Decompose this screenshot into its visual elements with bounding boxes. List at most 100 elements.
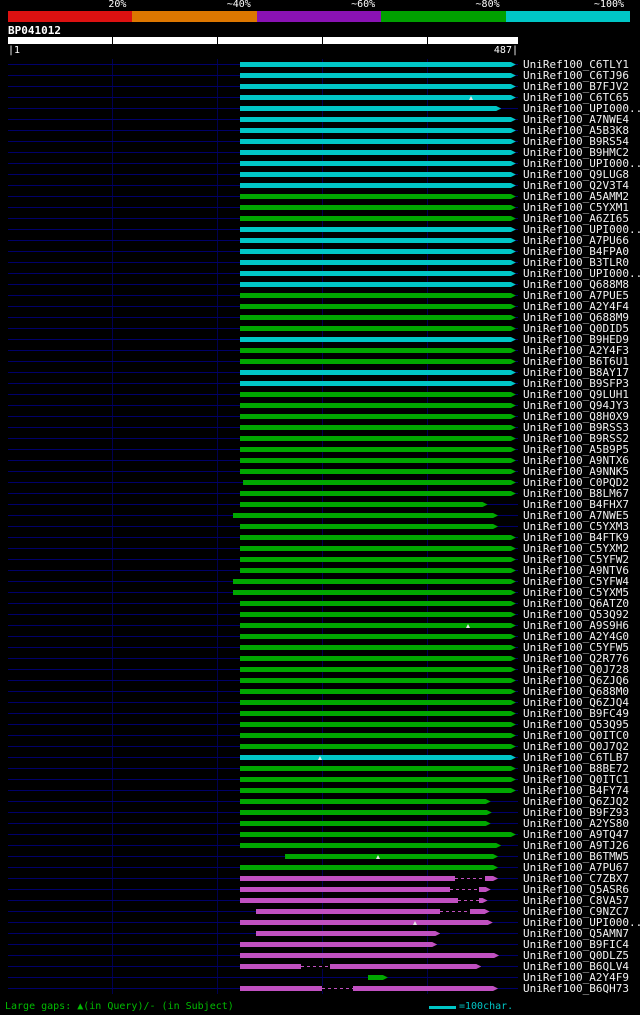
hit-label[interactable]: UniRef100_C0PQD2 xyxy=(523,476,629,489)
hit-label[interactable]: UniRef100_C6TJ96 xyxy=(523,69,629,82)
hsp-bar[interactable] xyxy=(240,304,516,309)
hsp-bar[interactable] xyxy=(256,931,441,936)
hit-label[interactable]: UniRef100_A9NTV6 xyxy=(523,564,629,577)
hit-label[interactable]: UniRef100_B6QH73 xyxy=(523,982,629,995)
hsp-bar[interactable] xyxy=(240,942,437,947)
hit-label[interactable]: UniRef100_A5B3K8 xyxy=(523,124,629,137)
hsp-bar[interactable] xyxy=(285,854,498,859)
hsp-bar[interactable] xyxy=(240,106,501,111)
hit-label[interactable]: UniRef100_B9HED9 xyxy=(523,333,629,346)
hit-label[interactable]: UniRef100_Q2R776 xyxy=(523,652,629,665)
hit-label[interactable]: UniRef100_C5YFW2 xyxy=(523,553,629,566)
hsp-bar[interactable] xyxy=(240,799,491,804)
hsp-bar[interactable] xyxy=(240,469,516,474)
hsp-bar[interactable] xyxy=(256,909,490,914)
hsp-bar[interactable] xyxy=(240,722,516,727)
hsp-bar[interactable] xyxy=(240,315,516,320)
hit-label[interactable]: UniRef100_A5AMM2 xyxy=(523,190,629,203)
hsp-bar[interactable] xyxy=(240,293,516,298)
hsp-bar[interactable] xyxy=(240,689,516,694)
hsp-bar[interactable] xyxy=(240,557,516,562)
hit-label[interactable]: UniRef100_B9SFP3 xyxy=(523,377,629,390)
hit-label[interactable]: UniRef100_B9RS54 xyxy=(523,135,629,148)
hsp-bar[interactable] xyxy=(240,425,516,430)
hsp-bar[interactable] xyxy=(240,348,516,353)
hit-label[interactable]: UniRef100_Q6ZJQ2 xyxy=(523,795,629,808)
hit-label[interactable]: UniRef100_Q0J7Q2 xyxy=(523,740,629,753)
hit-label[interactable]: UniRef100_B4FHX7 xyxy=(523,498,629,511)
hit-label[interactable]: UniRef100_A9TJ26 xyxy=(523,839,629,852)
hsp-bar[interactable] xyxy=(240,535,516,540)
hsp-bar[interactable] xyxy=(240,150,516,155)
hsp-bar[interactable] xyxy=(240,601,516,606)
hsp-bar[interactable] xyxy=(240,612,516,617)
hsp-bar[interactable] xyxy=(240,249,516,254)
hsp-bar[interactable] xyxy=(240,667,516,672)
hit-label[interactable]: UniRef100_C5YXM1 xyxy=(523,201,629,214)
hit-label[interactable]: UniRef100_B4FY74 xyxy=(523,784,629,797)
hit-label[interactable]: UniRef100_Q9LUH1 xyxy=(523,388,629,401)
hsp-bar[interactable] xyxy=(240,832,516,837)
hsp-bar[interactable] xyxy=(240,953,499,958)
hsp-bar[interactable] xyxy=(240,821,491,826)
hsp-bar[interactable] xyxy=(240,227,516,232)
hsp-bar[interactable] xyxy=(240,733,516,738)
hit-label[interactable]: UniRef100_A9S9H6 xyxy=(523,619,629,632)
hsp-bar[interactable] xyxy=(240,524,498,529)
hsp-bar[interactable] xyxy=(240,623,516,628)
hsp-bar[interactable] xyxy=(240,656,516,661)
hsp-bar[interactable] xyxy=(240,645,516,650)
hit-label[interactable]: UniRef100_C5YXM5 xyxy=(523,586,629,599)
hsp-bar[interactable] xyxy=(240,634,516,639)
hsp-bar[interactable] xyxy=(240,326,516,331)
hsp-bar[interactable] xyxy=(240,546,516,551)
hsp-bar[interactable] xyxy=(240,678,516,683)
hit-label[interactable]: UniRef100_Q6ZJQ4 xyxy=(523,696,629,709)
hsp-bar[interactable] xyxy=(240,95,516,100)
hit-label[interactable]: UniRef100_B9RSS3 xyxy=(523,421,629,434)
hsp-bar[interactable] xyxy=(240,117,516,122)
hit-label[interactable]: UniRef100_B8LM67 xyxy=(523,487,629,500)
hit-label[interactable]: UniRef100_B9FZ93 xyxy=(523,806,629,819)
hsp-bar[interactable] xyxy=(240,491,516,496)
hit-label[interactable]: UniRef100_A7PUE5 xyxy=(523,289,629,302)
hsp-bar[interactable] xyxy=(240,700,516,705)
hsp-bar[interactable] xyxy=(240,766,516,771)
hit-label[interactable]: UniRef100_A2Y4F9 xyxy=(523,971,629,984)
hsp-bar[interactable] xyxy=(240,436,516,441)
hit-label[interactable]: UniRef100_A7PU67 xyxy=(523,861,629,874)
hsp-bar[interactable] xyxy=(240,986,498,991)
hit-label[interactable]: UniRef100_C5YXM3 xyxy=(523,520,629,533)
hsp-bar[interactable] xyxy=(240,282,516,287)
hsp-bar[interactable] xyxy=(240,205,516,210)
hsp-bar[interactable] xyxy=(240,843,501,848)
hsp-bar[interactable] xyxy=(240,62,516,67)
hit-label[interactable]: UniRef100_A5B9P5 xyxy=(523,443,629,456)
hit-label[interactable]: UniRef100_Q2V3T4 xyxy=(523,179,629,192)
hsp-bar[interactable] xyxy=(233,513,498,518)
hit-label[interactable]: UniRef100_C5YFW5 xyxy=(523,641,629,654)
hsp-bar[interactable] xyxy=(240,568,516,573)
hit-label[interactable]: UniRef100_Q688M8 xyxy=(523,278,629,291)
hit-label[interactable]: UniRef100_C6TC65 xyxy=(523,91,629,104)
hit-label[interactable]: UniRef100_A2Y4F3 xyxy=(523,344,629,357)
hsp-bar[interactable] xyxy=(233,590,516,595)
hsp-bar[interactable] xyxy=(240,458,516,463)
hsp-bar[interactable] xyxy=(240,744,516,749)
hsp-bar[interactable] xyxy=(240,788,516,793)
hit-label[interactable]: UniRef100_Q0DID5 xyxy=(523,322,629,335)
hsp-bar[interactable] xyxy=(233,579,516,584)
hsp-bar[interactable] xyxy=(240,216,516,221)
hsp-bar[interactable] xyxy=(240,887,491,892)
hit-label[interactable]: UniRef100_Q6ZJQ6 xyxy=(523,674,629,687)
hsp-bar[interactable] xyxy=(240,447,516,452)
hsp-bar[interactable] xyxy=(240,414,516,419)
hsp-bar[interactable] xyxy=(240,161,516,166)
hit-label[interactable]: UniRef100_B8AY17 xyxy=(523,366,629,379)
hsp-bar[interactable] xyxy=(240,337,516,342)
hit-label[interactable]: UniRef100_A7NWE4 xyxy=(523,113,629,126)
hsp-bar[interactable] xyxy=(240,84,516,89)
hsp-bar[interactable] xyxy=(240,876,498,881)
hit-label[interactable]: UniRef100_Q0ITC1 xyxy=(523,773,629,786)
hit-label[interactable]: UniRef100_A2YS80 xyxy=(523,817,629,830)
